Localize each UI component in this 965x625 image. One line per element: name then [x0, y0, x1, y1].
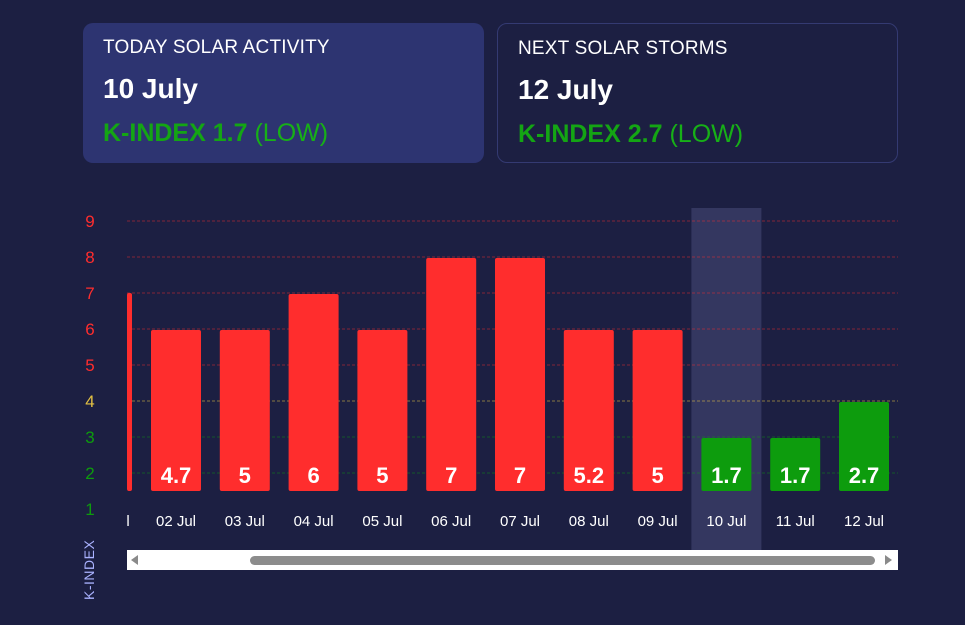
x-tick-label-partial: l [126, 513, 129, 530]
next-kindex-level: (LOW) [669, 120, 744, 148]
bar-07-jul [495, 258, 545, 491]
bar-06-jul [426, 258, 477, 491]
x-tick-label: 10 Jul [706, 513, 746, 530]
bar-03-jul [219, 330, 270, 491]
next-kindex-label: K-INDEX [518, 120, 621, 148]
x-tick-label: 07 Jul [500, 513, 540, 530]
bar-08-jul [563, 330, 614, 491]
y-tick-label-2: 2 [85, 464, 94, 483]
bar-05-jul [357, 330, 408, 491]
bar-12-jul [839, 402, 889, 491]
y-tick-label-4: 4 [85, 392, 94, 411]
today-card-kindex: K-INDEX 1.7 (LOW) [103, 119, 464, 148]
bar-11-jul [770, 438, 821, 491]
bar-04-jul [288, 294, 339, 491]
y-tick-label-8: 8 [85, 248, 94, 267]
scrollbar-thumb[interactable] [250, 556, 875, 565]
x-tick-label: 06 Jul [431, 513, 471, 530]
y-axis-title: K-INDEX [81, 539, 97, 600]
today-card-date: 10 July [103, 73, 198, 104]
bar-value-label: 7 [514, 463, 526, 488]
next-card-date: 12 July [518, 74, 613, 105]
x-tick-label: 12 Jul [844, 513, 884, 530]
bar-10-jul [701, 438, 752, 491]
x-tick-label: 08 Jul [569, 513, 609, 530]
bar-value-label: 7 [445, 463, 457, 488]
y-tick-label-3: 3 [85, 428, 94, 447]
y-tick-label-1: 1 [85, 500, 94, 519]
bar-value-label: 2.7 [849, 463, 880, 488]
scroll-right-arrow-icon[interactable] [885, 555, 892, 565]
highlight-column [691, 208, 762, 550]
partial-left-bar [127, 293, 132, 491]
x-tick-label: 11 Jul [776, 513, 815, 530]
bar-value-label: 5 [651, 463, 663, 488]
bar-02-jul [151, 330, 201, 491]
y-tick-label-5: 5 [85, 356, 94, 375]
next-card-heading: NEXT SOLAR STORMS [518, 38, 728, 59]
today-solar-activity-card: TODAY SOLAR ACTIVITY 10 July K-INDEX 1.7… [83, 23, 484, 163]
x-tick-label: 02 Jul [156, 513, 196, 530]
scroll-left-arrow-icon[interactable] [131, 555, 138, 565]
bar-value-label: 5.2 [574, 463, 605, 488]
bar-09-jul [632, 330, 683, 491]
x-tick-label: 04 Jul [294, 513, 334, 530]
x-tick-label: 05 Jul [362, 513, 402, 530]
y-tick-label-6: 6 [85, 320, 94, 339]
today-kindex-level: (LOW) [254, 119, 329, 147]
next-card-kindex: K-INDEX 2.7 (LOW) [518, 120, 877, 149]
bar-value-label: 1.7 [711, 463, 742, 488]
bar-value-label: 5 [239, 463, 251, 488]
chart-scrollbar[interactable] [127, 550, 898, 570]
next-kindex-value: 2.7 [627, 120, 663, 148]
x-tick-label: 09 Jul [638, 513, 678, 530]
next-solar-storms-card: NEXT SOLAR STORMS 12 July K-INDEX 2.7 (L… [497, 23, 898, 163]
today-kindex-value: 1.7 [212, 119, 248, 147]
today-kindex-label: K-INDEX [103, 119, 206, 147]
bar-value-label: 1.7 [780, 463, 811, 488]
today-card-heading: TODAY SOLAR ACTIVITY [103, 37, 330, 58]
bar-value-label: 5 [376, 463, 388, 488]
bar-value-label: 6 [307, 463, 319, 488]
y-tick-label-7: 7 [85, 284, 94, 303]
bar-value-label: 4.7 [161, 463, 192, 488]
x-tick-label: 03 Jul [225, 513, 265, 530]
y-tick-label-9: 9 [85, 212, 94, 231]
